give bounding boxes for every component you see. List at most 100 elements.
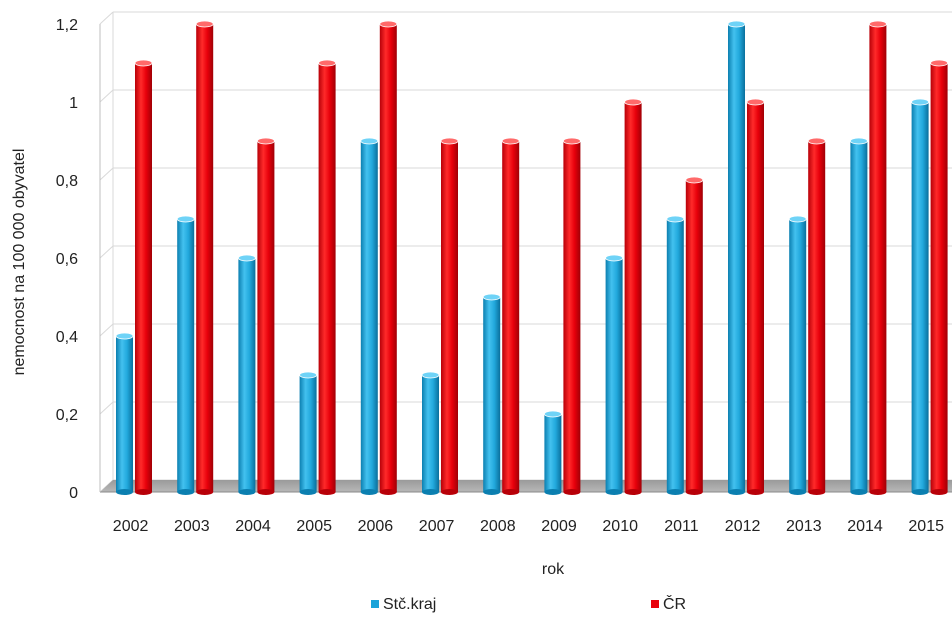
bar-body [850, 141, 868, 492]
y-tick-label: 0 [69, 485, 78, 502]
bar-base [483, 489, 501, 495]
x-tick-label: 2003 [174, 518, 210, 535]
y-tick-label: 0,6 [56, 251, 78, 268]
legend: Stč.kraj ČR [371, 594, 686, 613]
legend-swatch-cr [651, 600, 659, 608]
bar [605, 254, 623, 495]
bar [727, 20, 746, 495]
bar-base [869, 489, 887, 495]
bar-base [563, 489, 581, 495]
x-tick-label: 2015 [908, 518, 944, 535]
bar [807, 137, 826, 495]
bar-base [728, 489, 745, 495]
bar [421, 371, 440, 495]
bar-cap [195, 20, 214, 28]
bar-base [930, 489, 948, 495]
bar-cap [134, 59, 153, 67]
bar-body [299, 375, 317, 492]
y-axis-tick-labels: 0 0,2 0,4 0,6 0,8 1 1,2 [56, 17, 78, 502]
bar [318, 59, 337, 495]
bar-cap [850, 137, 868, 145]
bar-body [483, 297, 501, 492]
bar-body [685, 180, 703, 492]
bar-body [563, 141, 581, 492]
bar [850, 137, 868, 495]
bar-cap [544, 410, 562, 418]
y-axis-title: nemocnost na 100 000 obyvatel [11, 149, 28, 376]
x-tick-label: 2012 [725, 518, 761, 535]
bar-base [441, 489, 458, 495]
bar-base [911, 489, 929, 495]
bar-cap [685, 176, 704, 184]
bar-base [789, 489, 807, 495]
bar [440, 137, 459, 495]
bar [930, 59, 948, 495]
bar-body [747, 102, 764, 492]
bar-body [135, 63, 152, 492]
bar [869, 20, 887, 495]
bar-base [544, 489, 562, 495]
bar-body [422, 375, 439, 492]
bar-base [379, 489, 397, 495]
gridline-left [99, 245, 114, 259]
bar-body [869, 24, 887, 492]
bar-base [299, 489, 317, 495]
bar-body [666, 219, 684, 492]
bar-base [360, 489, 378, 495]
bar-body [808, 141, 826, 492]
y-tick-label: 1,2 [56, 17, 78, 34]
bar-body [441, 141, 458, 492]
bar-cap [176, 215, 195, 223]
y-tick-label: 1 [69, 95, 78, 112]
bar [379, 20, 398, 495]
bar-body [605, 258, 623, 492]
bar-body [624, 102, 642, 492]
bar-cap [501, 137, 520, 145]
bar [788, 215, 807, 495]
bar [544, 410, 562, 495]
bar-cap [360, 137, 379, 145]
bar-cap [605, 254, 623, 262]
bar-body [360, 141, 378, 492]
bar-cap [666, 215, 685, 223]
bar-base [238, 489, 256, 495]
bar-cap [421, 371, 440, 379]
bar-cap [115, 332, 134, 340]
bar [563, 137, 581, 495]
bar [237, 254, 256, 495]
bar-body [502, 141, 520, 492]
bar-body [930, 63, 948, 492]
bar-body [544, 414, 562, 492]
x-tick-label: 2006 [358, 518, 394, 535]
bar [115, 332, 134, 495]
bar [624, 98, 642, 495]
legend-label-cr: ČR [663, 594, 686, 613]
x-axis-title: rok [542, 561, 565, 578]
bar-cap [807, 137, 826, 145]
bar-cap [482, 293, 501, 301]
bar-base [624, 489, 642, 495]
bar-body [238, 258, 256, 492]
bar-body [318, 63, 336, 492]
bar [176, 215, 195, 495]
legend-label-stc-kraj: Stč.kraj [383, 596, 436, 613]
bar-base [808, 489, 826, 495]
bar-base [135, 489, 152, 495]
bar-body [196, 24, 214, 492]
x-tick-label: 2009 [541, 518, 577, 535]
x-axis-tick-labels: 2002 2003 2004 2005 2006 2007 2008 2009 2010 2011… [113, 518, 944, 535]
bar-base [605, 489, 623, 495]
bar-body [177, 219, 195, 492]
bar-body [257, 141, 275, 492]
gridline-left [99, 11, 114, 25]
bar-body [379, 24, 397, 492]
bar [195, 20, 214, 495]
bar [134, 59, 153, 495]
x-tick-label: 2004 [235, 518, 271, 535]
bar-body [728, 24, 745, 492]
x-tick-label: 2011 [664, 518, 699, 535]
bar-base [318, 489, 336, 495]
bar-base [422, 489, 439, 495]
bar [746, 98, 765, 495]
